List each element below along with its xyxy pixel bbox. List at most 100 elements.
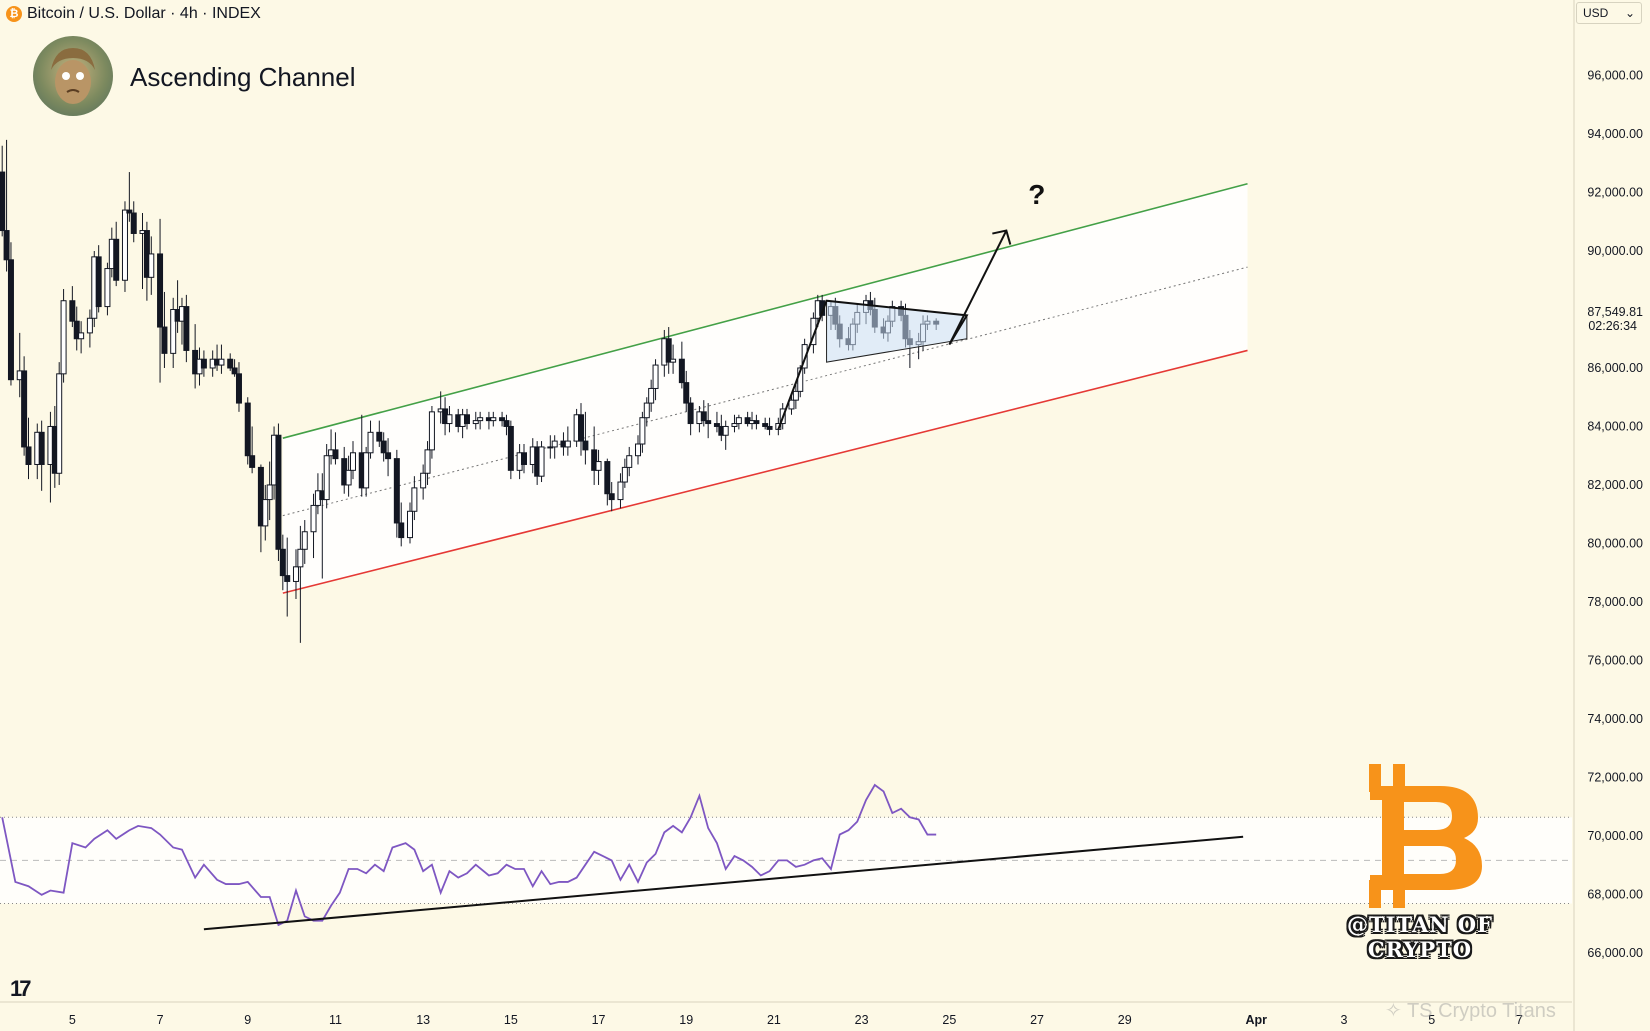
last-price-label: 87,549.81 (1587, 305, 1643, 319)
candle-body (332, 449, 339, 460)
channel-fill (282, 183, 1248, 594)
candle-body (428, 411, 435, 451)
symbol-title: Bitcoin / U.S. Dollar · 4h · INDEX (27, 5, 261, 22)
btc-b-glyph (1370, 786, 1482, 890)
candle-body (700, 411, 707, 422)
candle-body (323, 455, 330, 501)
candle-body (766, 425, 773, 430)
candle-body (86, 317, 93, 334)
avatar-face-icon (51, 48, 95, 104)
candle-body (472, 420, 479, 425)
time-tick-label: 19 (679, 1013, 693, 1027)
candle-body (121, 209, 128, 281)
time-tick-label: 5 (69, 1013, 76, 1027)
candle-body (38, 431, 45, 465)
candle-body (148, 253, 155, 278)
candle-body (648, 387, 655, 404)
candle-body (705, 420, 712, 425)
candle-body (393, 458, 400, 524)
candle-body (95, 256, 102, 308)
candle-body (310, 504, 317, 533)
author-avatar (33, 36, 113, 116)
candle-body (626, 455, 633, 468)
price-tick-label: 90,000.00 (1587, 244, 1643, 258)
candle-body (538, 446, 545, 477)
ascending-channel (282, 182, 1248, 594)
currency-value: USD (1583, 6, 1609, 20)
tradingview-logo[interactable]: 17 (10, 976, 32, 1001)
price-tick-label: 72,000.00 (1587, 770, 1643, 784)
candle-body (503, 420, 510, 427)
candle-body (521, 452, 527, 465)
price-tick-label: 84,000.00 (1587, 419, 1643, 433)
candle-body (367, 431, 374, 454)
candle-body (687, 402, 694, 425)
candle-body (21, 370, 28, 448)
price-tick-label: 82,000.00 (1587, 478, 1643, 492)
time-tick-label: 3 (1341, 1013, 1348, 1027)
candle-body (639, 417, 646, 445)
candle-body (762, 423, 769, 427)
candle-body (113, 238, 120, 281)
candle-body (0, 171, 6, 232)
candle-body (257, 466, 264, 527)
last-price-label-bg (1575, 302, 1650, 333)
candle-body (297, 548, 304, 568)
bar-countdown-label: 02:26:34 (1588, 319, 1637, 333)
price-axis-labels: 66,000.00 68,000.00 70,000.00 72,000.00 74,0… (1573, 0, 1650, 1031)
price-tick-label: 78,000.00 (1587, 595, 1643, 609)
candle-body (275, 434, 282, 550)
time-tick-label: 5 (1428, 1013, 1435, 1027)
time-tick-label: 25 (942, 1013, 956, 1027)
candle-body (582, 440, 589, 451)
candle-body (713, 423, 720, 427)
channel-lower-line (282, 349, 1248, 594)
time-tick-label: 13 (416, 1013, 430, 1027)
chart-title: Ascending Channel (130, 62, 356, 92)
price-tick-label: 74,000.00 (1587, 712, 1643, 726)
candle-body (477, 417, 484, 422)
channel-median-line (282, 266, 1248, 517)
symbol-header[interactable]: ₿ Bitcoin / U.S. Dollar · 4h · INDEX (6, 4, 261, 24)
time-axis: 5 7 9 11 13 15 17 19 21 23 25 27 29 Apr 3 5 7 (0, 1001, 1572, 1027)
candle-body (3, 230, 10, 261)
candle-body (507, 425, 514, 471)
currency-select[interactable]: USD ⌄ (1576, 2, 1642, 24)
candle-body (398, 522, 405, 539)
candle-body (591, 449, 598, 471)
candle-body (722, 425, 729, 436)
price-tick-label: 92,000.00 (1587, 186, 1643, 200)
channel-upper-line (282, 182, 1248, 439)
candle-body (161, 326, 168, 354)
candle-body (411, 487, 418, 512)
candle-body (731, 423, 738, 427)
time-tick-label: 9 (244, 1013, 251, 1027)
btc-bar-top-right (1393, 764, 1405, 792)
price-tick-label: 66,000.00 (1587, 946, 1643, 960)
price-tick-label: 80,000.00 (1587, 536, 1643, 550)
candle-body (788, 399, 795, 410)
candle-body (792, 390, 799, 401)
author-watermark: @TITAN OF CRYPTO (1347, 912, 1493, 962)
candle-body (406, 510, 413, 539)
candle-body (345, 469, 352, 486)
candle-body (380, 440, 387, 454)
candle-body (292, 566, 299, 582)
time-tick-label: 27 (1030, 1013, 1044, 1027)
price-tick-label: 94,000.00 (1587, 127, 1643, 141)
candle-body (670, 358, 677, 363)
candle-body (735, 417, 742, 425)
candle-body (490, 417, 497, 422)
candle-body (170, 309, 177, 354)
price-tick-label: 68,000.00 (1587, 887, 1643, 901)
candle-body (262, 499, 269, 527)
candle-body (604, 461, 611, 495)
candle-body (683, 382, 690, 404)
time-tick-label: 7 (157, 1013, 164, 1027)
candle-body (420, 472, 427, 489)
rsi-pane (0, 783, 1572, 931)
bitcoin-logo (1369, 764, 1482, 908)
time-tick-label: Apr (1246, 1013, 1268, 1027)
candle-body (363, 452, 370, 489)
